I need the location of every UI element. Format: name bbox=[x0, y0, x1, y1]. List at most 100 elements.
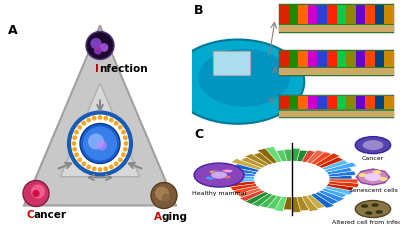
Text: ging: ging bbox=[162, 212, 188, 222]
Bar bbox=[365, 5, 375, 24]
Wedge shape bbox=[306, 195, 323, 207]
Circle shape bbox=[114, 121, 119, 126]
Circle shape bbox=[355, 200, 391, 217]
Circle shape bbox=[365, 173, 381, 181]
Wedge shape bbox=[242, 158, 265, 168]
Circle shape bbox=[118, 157, 123, 162]
Circle shape bbox=[83, 126, 117, 160]
Bar bbox=[279, 95, 394, 118]
Ellipse shape bbox=[222, 170, 232, 173]
Bar bbox=[365, 25, 375, 32]
Circle shape bbox=[355, 137, 391, 154]
Bar bbox=[336, 111, 346, 117]
Bar bbox=[308, 25, 318, 32]
Bar bbox=[308, 5, 318, 24]
Text: A: A bbox=[8, 24, 18, 37]
Circle shape bbox=[162, 193, 170, 202]
Bar bbox=[365, 51, 375, 67]
Bar bbox=[279, 4, 394, 33]
Circle shape bbox=[92, 116, 97, 121]
Bar bbox=[279, 25, 289, 32]
Bar bbox=[308, 111, 318, 117]
Wedge shape bbox=[318, 190, 344, 201]
Wedge shape bbox=[318, 155, 347, 168]
Text: B: B bbox=[194, 4, 204, 17]
Bar bbox=[384, 96, 394, 109]
Text: Altered cell from infection: Altered cell from infection bbox=[332, 220, 400, 225]
Bar bbox=[356, 25, 365, 32]
Text: nfection: nfection bbox=[99, 64, 148, 74]
Bar bbox=[289, 111, 298, 117]
Bar bbox=[356, 51, 365, 67]
Bar bbox=[318, 25, 327, 32]
Wedge shape bbox=[302, 196, 316, 208]
Wedge shape bbox=[292, 197, 300, 208]
Bar bbox=[298, 5, 308, 24]
Circle shape bbox=[86, 118, 91, 123]
Circle shape bbox=[109, 165, 114, 169]
Bar bbox=[289, 96, 298, 109]
Circle shape bbox=[198, 49, 290, 107]
Bar bbox=[346, 69, 356, 75]
Bar bbox=[327, 111, 336, 117]
Circle shape bbox=[118, 125, 123, 130]
Bar bbox=[318, 5, 327, 24]
Wedge shape bbox=[283, 197, 292, 211]
Bar bbox=[336, 69, 346, 75]
Wedge shape bbox=[250, 193, 273, 208]
Bar bbox=[279, 96, 289, 109]
Bar bbox=[318, 51, 327, 67]
Ellipse shape bbox=[210, 170, 220, 174]
Bar bbox=[213, 51, 250, 75]
Bar bbox=[308, 69, 318, 75]
Polygon shape bbox=[24, 25, 176, 205]
Text: C: C bbox=[26, 210, 34, 220]
Circle shape bbox=[376, 210, 383, 214]
Circle shape bbox=[109, 118, 114, 123]
Circle shape bbox=[171, 39, 304, 124]
Circle shape bbox=[86, 32, 114, 59]
Wedge shape bbox=[252, 152, 273, 165]
Wedge shape bbox=[276, 150, 287, 162]
Wedge shape bbox=[235, 160, 262, 170]
Wedge shape bbox=[235, 186, 260, 194]
Wedge shape bbox=[232, 184, 257, 190]
Wedge shape bbox=[310, 150, 334, 165]
Wedge shape bbox=[244, 192, 269, 205]
Wedge shape bbox=[222, 179, 255, 183]
Circle shape bbox=[77, 157, 82, 162]
Bar bbox=[356, 111, 365, 117]
Bar bbox=[356, 69, 365, 75]
Wedge shape bbox=[315, 156, 335, 166]
Circle shape bbox=[72, 135, 77, 140]
Bar bbox=[327, 51, 336, 67]
Bar bbox=[289, 69, 298, 75]
Bar bbox=[318, 96, 327, 109]
Circle shape bbox=[81, 161, 86, 166]
Circle shape bbox=[358, 173, 367, 177]
Circle shape bbox=[103, 166, 108, 171]
Circle shape bbox=[194, 163, 244, 187]
Wedge shape bbox=[292, 146, 301, 161]
Circle shape bbox=[74, 152, 79, 157]
Bar bbox=[375, 51, 384, 67]
Wedge shape bbox=[310, 193, 332, 206]
Circle shape bbox=[151, 183, 177, 209]
Circle shape bbox=[362, 140, 383, 150]
Circle shape bbox=[88, 133, 104, 150]
Bar bbox=[336, 5, 346, 24]
Text: I: I bbox=[95, 64, 99, 74]
Circle shape bbox=[155, 187, 169, 200]
Bar bbox=[336, 96, 346, 109]
Wedge shape bbox=[322, 188, 349, 198]
Wedge shape bbox=[224, 166, 257, 174]
Bar bbox=[336, 51, 346, 67]
Bar bbox=[289, 5, 298, 24]
Circle shape bbox=[121, 130, 126, 135]
Circle shape bbox=[23, 180, 49, 207]
Wedge shape bbox=[329, 175, 356, 179]
Wedge shape bbox=[328, 171, 358, 177]
Wedge shape bbox=[324, 186, 349, 194]
Bar bbox=[365, 111, 375, 117]
Bar bbox=[346, 5, 356, 24]
